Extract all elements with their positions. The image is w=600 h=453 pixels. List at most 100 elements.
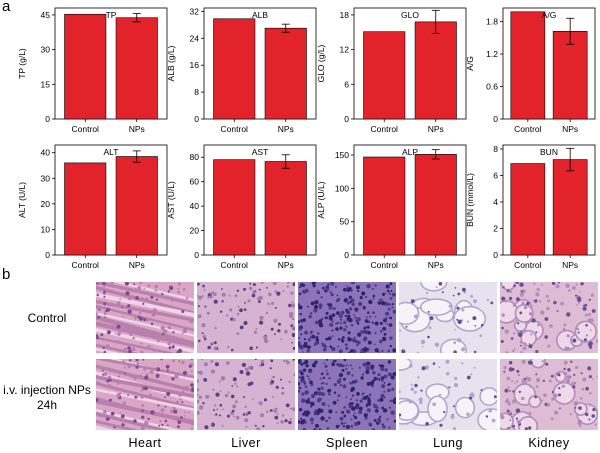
y-tick-label: 0 (194, 114, 199, 124)
plot-frame (203, 7, 317, 120)
histology-image-liver (197, 359, 295, 430)
y-tick-label: 1.2 (486, 49, 498, 59)
plot-frame (502, 7, 596, 120)
chart-title: ALT (104, 147, 119, 157)
histology-image-heart (96, 282, 194, 353)
y-tick-label: 12 (340, 45, 350, 55)
x-tick-label: NPs (562, 124, 578, 134)
x-tick-label: NPs (129, 124, 145, 134)
bar (510, 11, 546, 120)
chart-5: Control NPs 0 10 20 30 40 ALT ALT (U/L) (17, 144, 168, 270)
y-tick-label: 40 (190, 201, 200, 211)
y-tick-label: 16 (190, 60, 200, 70)
chart-grid: Control NPs 0 15 30 45 TP TP (g/L) Control NPs 0 8 1… (17, 6, 596, 270)
y-tick-label: 6 (344, 79, 349, 89)
y-tick-label: 18 (340, 10, 350, 20)
tissue-label-lung: Lung (433, 436, 463, 450)
y-axis-label: AST (U/L) (166, 181, 176, 219)
x-tick-label: Control (514, 124, 542, 134)
bar (510, 163, 546, 256)
x-tick-label: NPs (428, 260, 444, 270)
y-tick-label: 0 (344, 114, 349, 124)
y-tick-label: 45 (41, 10, 51, 20)
x-tick-label: NPs (428, 124, 444, 134)
histology-image-kidney (500, 359, 598, 430)
y-axis-label: ALB (g/L) (166, 45, 176, 81)
histology-image-lung (399, 282, 497, 353)
y-tick-label: 0 (45, 114, 50, 124)
y-tick-label: 0 (493, 250, 498, 260)
y-tick-label: 20 (41, 199, 51, 209)
y-axis-label: TP (g/L) (17, 48, 27, 79)
chart-8: Control NPs 0 2 4 6 8 BUN BUN (mmol/L) (465, 144, 596, 270)
plot-frame (353, 144, 467, 256)
y-axis-label: A/G (465, 56, 475, 71)
bar (115, 17, 158, 120)
bar (64, 13, 107, 120)
x-tick-label: Control (72, 260, 100, 270)
row-label-line: Control (27, 311, 67, 325)
chart-title: ALP (402, 147, 418, 157)
y-tick-label: 24 (190, 33, 200, 43)
plot-frame (353, 7, 467, 120)
y-tick-label: 0.6 (486, 82, 498, 92)
x-tick-label: Control (221, 260, 249, 270)
y-tick-label: 8 (493, 144, 498, 154)
x-tick-label: Control (72, 124, 100, 134)
y-tick-label: 150 (335, 150, 349, 160)
y-tick-label: 50 (340, 217, 350, 227)
y-tick-label: 100 (335, 183, 349, 193)
histology-image-spleen (298, 282, 396, 353)
bar (64, 162, 107, 256)
bar (552, 159, 588, 256)
y-tick-label: 60 (190, 177, 200, 187)
plot-frame (203, 144, 317, 256)
chart-6: Control NPs 0 20 40 60 80 AST AST (U/L) (166, 144, 317, 270)
y-axis-label: ALT (U/L) (17, 182, 27, 218)
y-tick-label: 6 (493, 170, 498, 180)
y-tick-label: 2 (493, 223, 498, 233)
chart-3: Control NPs 0 6 12 18 GLO GLO (g/L) (316, 7, 467, 134)
chart-title: A/G (542, 10, 557, 20)
x-tick-label: Control (514, 260, 542, 270)
bar (213, 159, 256, 256)
bar (264, 27, 307, 120)
chart-1: Control NPs 0 15 30 45 TP TP (g/L) (17, 7, 168, 134)
y-tick-label: 0 (493, 114, 498, 124)
y-tick-label: 10 (41, 224, 51, 234)
histology-image-liver (197, 282, 295, 353)
bar (213, 18, 256, 120)
row-label: Control (0, 311, 94, 326)
bar (414, 21, 457, 120)
chart-7: Control NPs 0 50 100 150 ALP ALP (U/L) (316, 144, 467, 270)
tissue-label-spleen: Spleen (326, 436, 368, 450)
row-label-line: i.v. injection NPs (3, 383, 91, 397)
y-tick-label: 4 (493, 197, 498, 207)
row-label: i.v. injection NPs 24h (0, 383, 94, 413)
plot-frame (502, 144, 596, 256)
y-tick-label: 8 (194, 87, 199, 97)
tissue-label-heart: Heart (128, 436, 162, 450)
x-tick-label: Control (221, 124, 249, 134)
plot-frame (54, 7, 168, 120)
y-tick-label: 30 (41, 173, 51, 183)
x-tick-label: NPs (278, 124, 294, 134)
y-axis-label: ALP (U/L) (316, 181, 326, 218)
bar (264, 161, 307, 256)
chart-4: Control NPs 0 0.6 1.2 1.8 A/G A/G (465, 7, 596, 134)
y-axis-label: BUN (mmol/L) (465, 173, 475, 227)
x-tick-label: NPs (562, 260, 578, 270)
histology-image-kidney (500, 282, 598, 353)
y-tick-label: 0 (194, 250, 199, 260)
y-tick-label: 15 (41, 79, 51, 89)
chart-title: TP (106, 10, 117, 20)
x-tick-label: Control (371, 260, 399, 270)
chart-title: GLO (401, 10, 419, 20)
plot-frame (54, 144, 168, 256)
bar (363, 31, 406, 120)
chart-title: BUN (540, 147, 558, 157)
row-label-line: 24h (36, 398, 58, 412)
x-tick-label: Control (371, 124, 399, 134)
x-tick-label: NPs (129, 260, 145, 270)
y-tick-label: 32 (190, 6, 200, 16)
